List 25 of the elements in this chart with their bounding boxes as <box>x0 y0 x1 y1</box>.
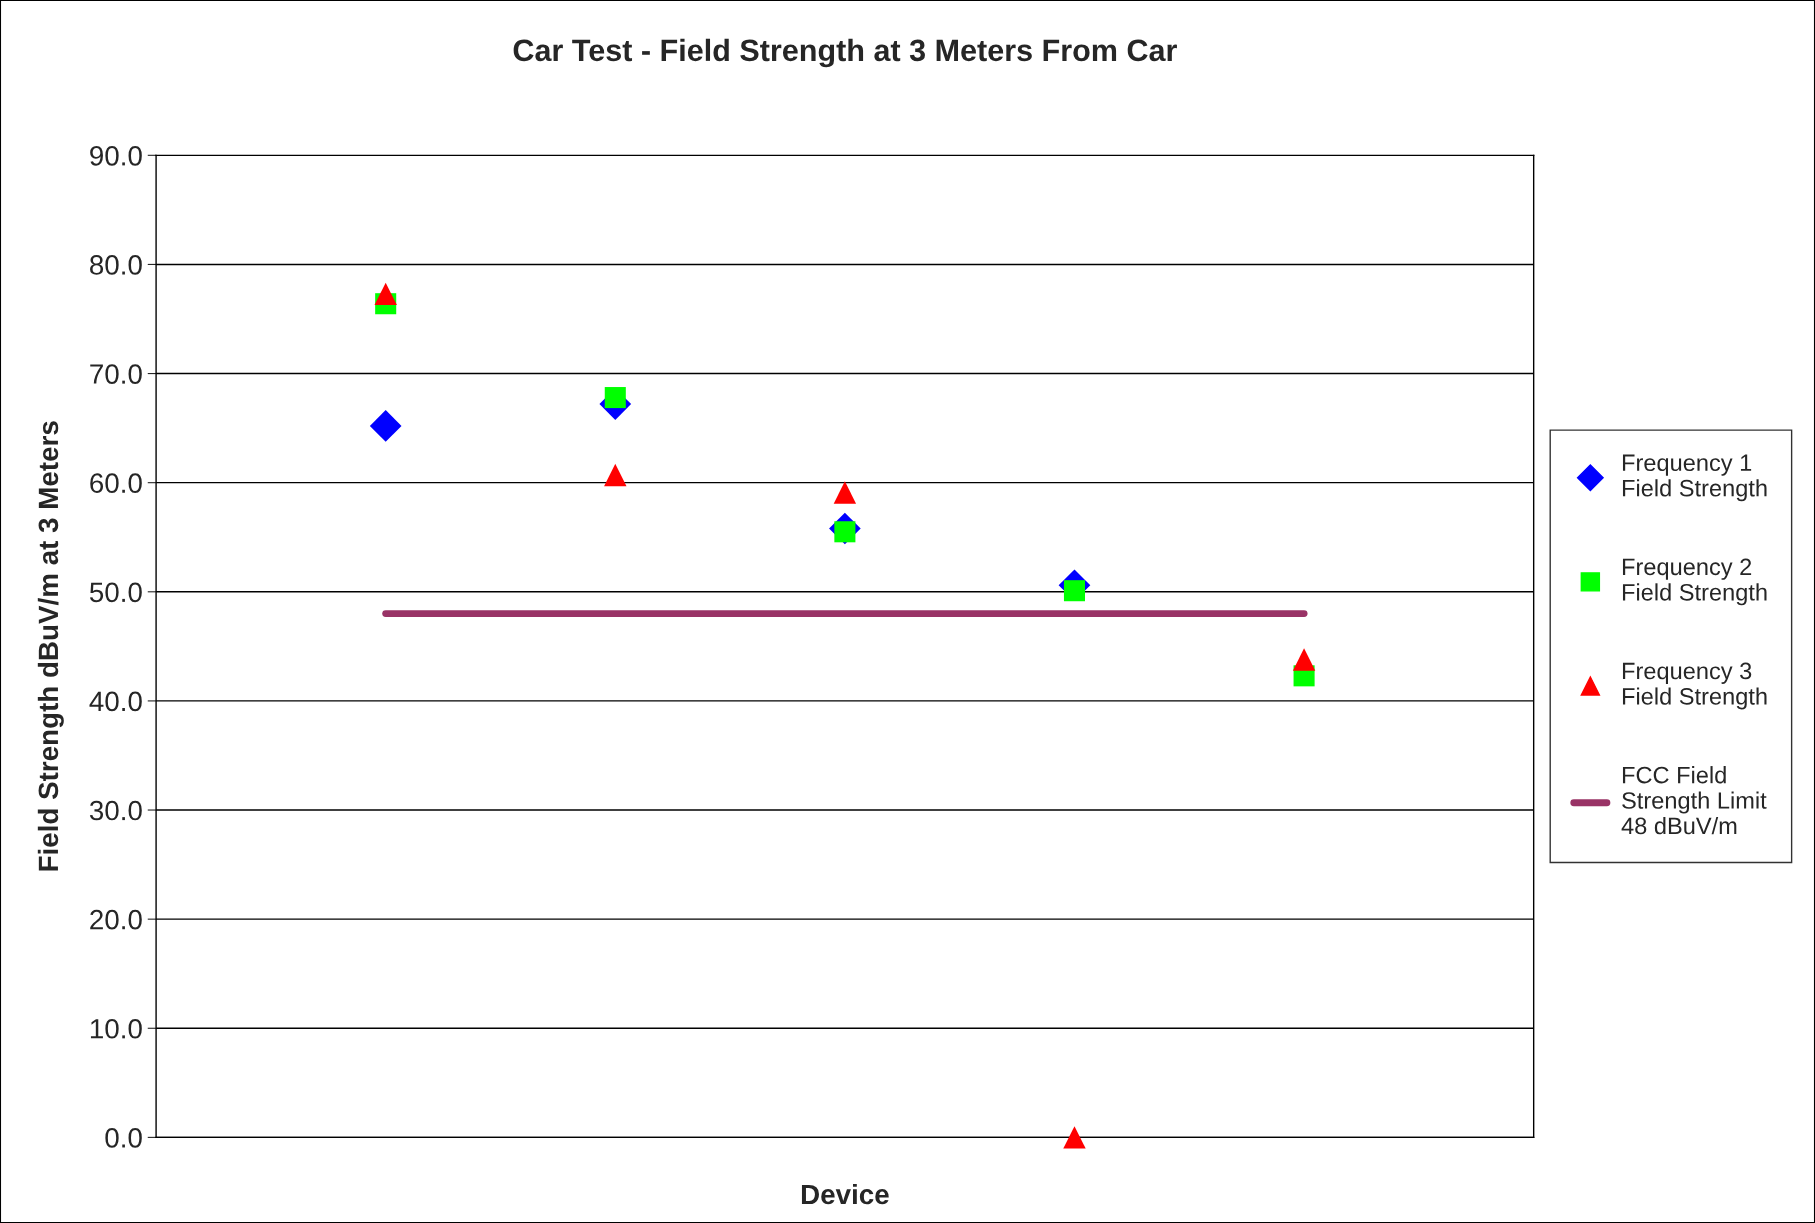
point <box>833 481 857 504</box>
point <box>1063 580 1086 602</box>
legend-label: Frequency 1 Field Strength <box>1622 454 1767 502</box>
point <box>374 282 397 306</box>
y-tick-label: 50.0 <box>89 582 142 603</box>
y-tick-label: 40.0 <box>89 691 142 712</box>
point <box>1063 1126 1086 1149</box>
point <box>604 463 627 487</box>
point <box>1292 648 1316 671</box>
y-tick-label: 70.0 <box>90 364 142 384</box>
y-tick-label: 20.0 <box>90 909 142 930</box>
y-tick-label: 60.0 <box>90 473 142 494</box>
y-tick-label: 0.0 <box>105 1128 142 1148</box>
y-tick-label: 80.0 <box>90 255 142 275</box>
y-tick-label: 90.0 <box>90 145 142 166</box>
legend-label: FCC Field Strength Limit 48 dBuV/m <box>1621 766 1767 835</box>
legend-label: Frequency 2 Field Strength <box>1622 558 1767 606</box>
point <box>369 410 402 442</box>
legend-label: Frequency 3 Field Strength <box>1622 662 1767 710</box>
y-axis-title: Field Strength dBuV/m at 3 Meters <box>37 421 64 871</box>
point <box>604 387 626 409</box>
y-tick-label: 30.0 <box>89 800 142 821</box>
y-tick-label: 10.0 <box>90 1018 142 1039</box>
chart-title: Car Test - Field Strength at 3 Meters From Car <box>513 38 1177 68</box>
x-axis-title: Device <box>801 1183 889 1205</box>
